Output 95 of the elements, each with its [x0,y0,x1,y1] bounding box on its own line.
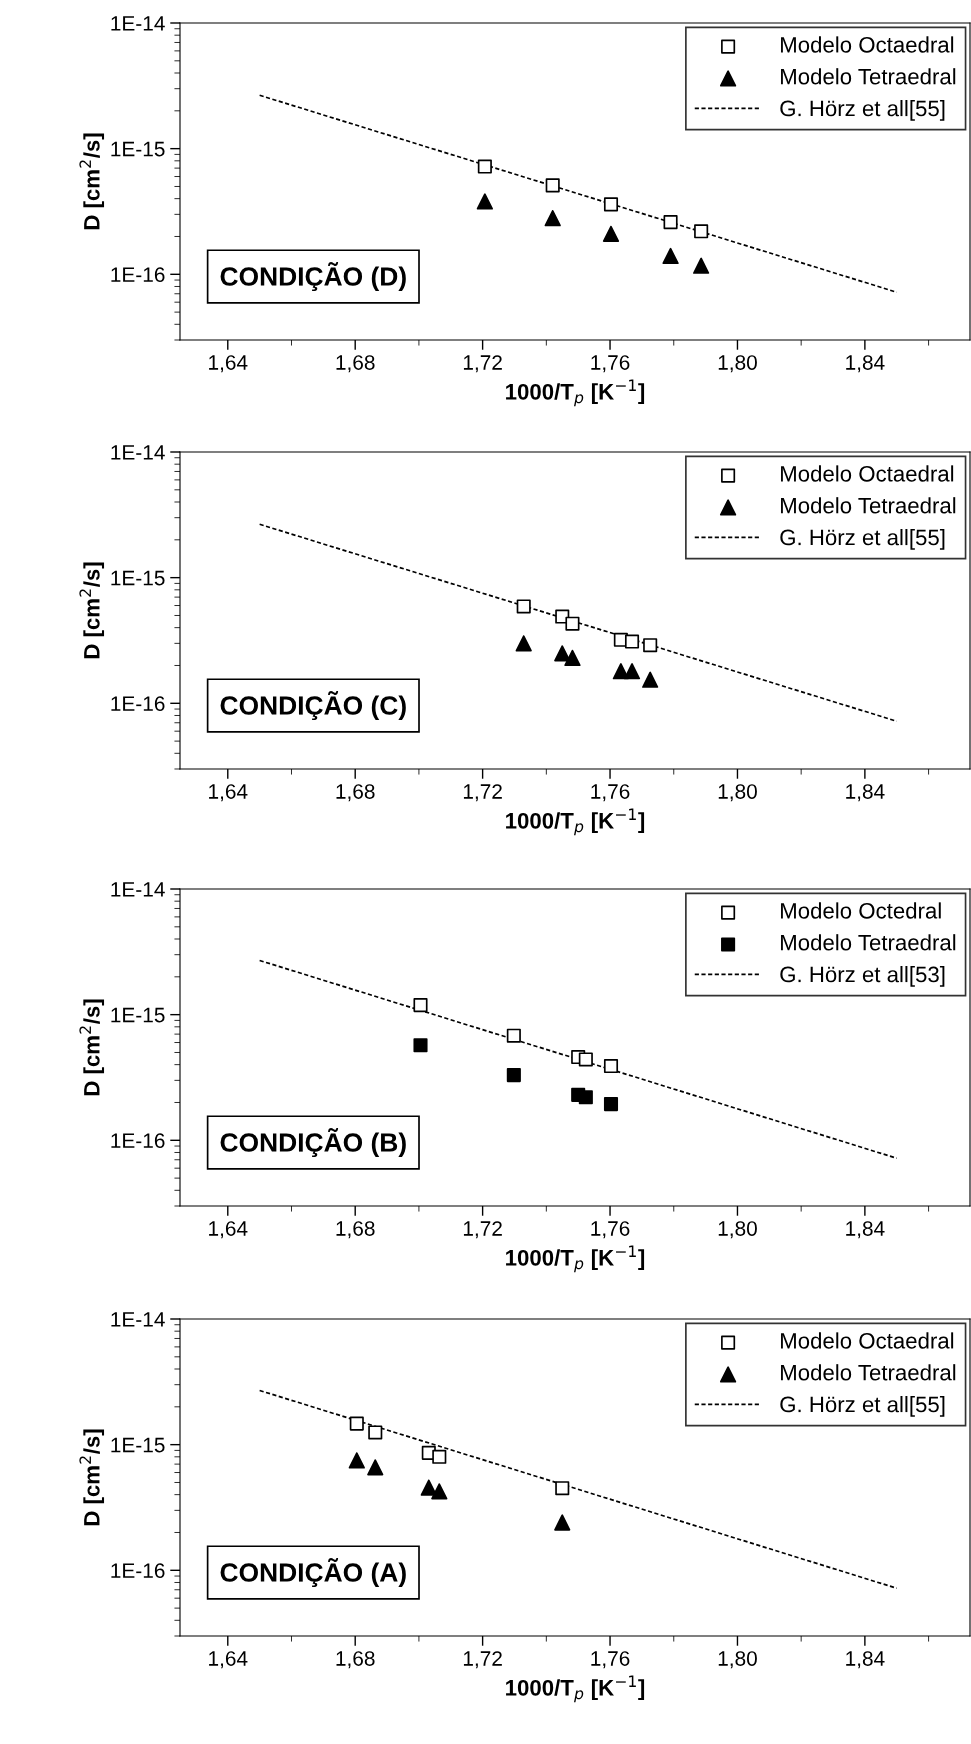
x-tick-label: 1,68 [336,784,375,802]
x-tick-label: 1,80 [718,1651,757,1669]
y-tick-label: 1E-16 [111,1563,165,1579]
x-tick-label: 1,80 [718,1221,757,1239]
y-tick-label: 1E-15 [111,1007,165,1023]
point [603,1058,619,1074]
y-tick-label: 1E-14 [111,445,165,460]
point [432,1449,447,1464]
x-tick-label: 1,68 [336,1221,375,1239]
point [368,1425,383,1440]
legend-label: Modelo Tetraedral [781,497,956,514]
point [578,1090,593,1105]
point [506,1028,521,1043]
point [624,634,640,649]
x-tick-label: 1,64 [209,1651,248,1669]
point [555,1481,570,1496]
point [578,1052,593,1067]
legend-label: Modelo Tetraedral [781,68,956,85]
legend-label: Modelo Octedral [781,902,941,919]
x-tick-label: 1,84 [846,1651,885,1669]
y-axis-title: D [cm$^{2}$/s] [79,999,105,1096]
x-tick-label: 1,68 [336,1651,375,1669]
y-tick-label: 1E-14 [111,882,165,897]
legend-label: Modelo Tetraedral [781,1364,956,1381]
y-tick-label: 1E-14 [111,1312,165,1327]
point [663,215,678,230]
x-tick-label: 1,84 [846,355,885,373]
point [431,1483,448,1500]
annotation: CONDIÇÃO (C) [220,691,406,721]
x-axis-title: 1000/T$_{p}$ [K$^{−1}$] [506,379,645,407]
annotation: CONDIÇÃO (A) [220,1558,406,1588]
point [642,671,659,688]
legend-label: Modelo Octaedral [781,1332,954,1349]
x-tick-label: 1,64 [209,784,248,802]
point [348,1452,365,1469]
x-tick-label: 1,84 [846,1221,885,1239]
point [413,1038,428,1053]
point [515,635,532,652]
y-tick-label: 1E-16 [111,696,165,712]
legend-label: G. Hörz et all[55] [780,99,945,121]
point [544,209,561,227]
x-tick-label: 1,80 [718,784,757,802]
y-tick-label: 1E-16 [111,1133,165,1149]
x-tick-label: 1,72 [463,1221,502,1239]
point [420,1479,437,1496]
x-axis-title: 1000/T$_{p}$ [K$^{−1}$] [506,1675,645,1703]
point [693,257,710,274]
annotation: CONDIÇÃO (B) [220,1128,406,1158]
x-tick-label: 1,76 [591,1221,630,1239]
x-axis-title: 1000/T$_{p}$ [K$^{−1}$] [506,808,645,836]
annotation: CONDIÇÃO (D) [220,262,406,292]
point [516,599,531,614]
point [565,616,580,631]
point [545,178,560,193]
x-tick-label: 1,72 [463,784,502,802]
x-tick-label: 1,72 [463,1651,502,1669]
y-tick-label: 1E-15 [111,1437,165,1453]
y-axis-title: D [cm$^{2}$/s] [79,133,105,230]
y-axis-title: D [cm$^{2}$/s] [79,562,105,659]
x-tick-label: 1,68 [336,355,375,373]
legend-label: G. Hörz et all[53] [780,965,945,987]
x-tick-label: 1,76 [591,355,630,373]
point [603,197,619,212]
point [476,193,493,210]
point [694,224,709,239]
point [554,1514,571,1531]
y-tick-label: 1E-16 [111,267,165,283]
legend-label: Modelo Tetraedral [781,934,956,951]
y-tick-label: 1E-15 [111,570,165,586]
legend-label: G. Hörz et all[55] [780,1395,945,1417]
x-axis-title: 1000/T$_{p}$ [K$^{−1}$] [506,1245,645,1273]
point [506,1068,521,1083]
point [602,225,620,242]
legend-label: Modelo Octaedral [781,465,954,482]
point [623,663,641,680]
point [643,638,658,653]
point [603,1097,619,1112]
x-tick-label: 1,64 [209,1221,248,1239]
x-tick-label: 1,72 [463,355,502,373]
x-tick-label: 1,64 [209,355,248,373]
point [367,1459,384,1476]
point [564,649,581,666]
x-tick-label: 1,80 [718,355,757,373]
point [413,998,428,1013]
point [349,1416,364,1431]
legend-label: G. Hörz et all[55] [780,528,945,550]
x-tick-label: 1,84 [846,784,885,802]
point [662,247,679,265]
y-tick-label: 1E-14 [111,16,165,31]
point [477,159,492,174]
legend-label: Modelo Octaedral [781,36,954,53]
x-tick-label: 1,76 [591,1651,630,1669]
y-axis-title: D [cm$^{2}$/s] [79,1429,105,1526]
y-tick-label: 1E-15 [111,141,165,157]
x-tick-label: 1,76 [591,784,630,802]
